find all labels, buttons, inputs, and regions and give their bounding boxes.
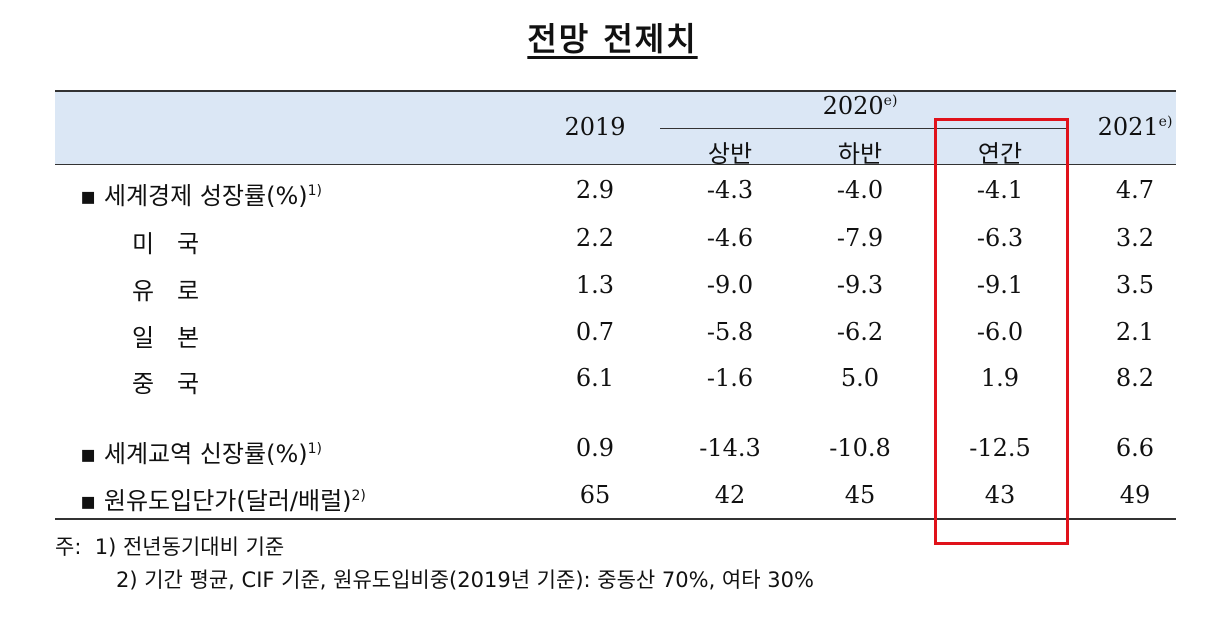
- table-cell: -4.3: [706, 176, 754, 204]
- footnote-2: 2) 기간 평균, CIF 기준, 원유도입비중(2019년 기준): 중동산 …: [116, 568, 814, 592]
- row-label-oil-price: ▪ 원유도입단가(달러/배럴)2): [80, 487, 366, 515]
- table-cell: 6.6: [1115, 434, 1155, 462]
- footnote-1: 주: 1) 전년동기대비 기준: [55, 535, 285, 559]
- table-cell: -6.3: [976, 224, 1024, 252]
- page-title: 전망 전제치: [527, 20, 698, 58]
- header-bottom-rule: [55, 164, 1176, 165]
- table-cell: 0.7: [575, 318, 615, 346]
- header-2021: 2021e): [1097, 113, 1173, 141]
- header-2020: 2020e): [822, 92, 898, 120]
- table-cell: -6.2: [836, 318, 884, 346]
- header-annual: 연간: [977, 140, 1023, 168]
- row-label-us: 미 국: [132, 230, 200, 258]
- header-first-half: 상반: [707, 140, 753, 168]
- table-cell: -1.6: [706, 364, 754, 392]
- table-cell: -7.9: [836, 224, 884, 252]
- header-second-half: 하반: [837, 140, 883, 168]
- table-cell: 3.5: [1115, 271, 1155, 299]
- row-label-world-growth: ▪ 세계경제 성장률(%)1): [80, 182, 322, 210]
- annual-column-highlight-box: [934, 118, 1069, 545]
- table-cell: 42: [714, 481, 746, 509]
- table-cell: 2.2: [575, 224, 615, 252]
- table-cell: 45: [844, 481, 876, 509]
- table-cell: 4.7: [1115, 176, 1155, 204]
- header-2019: 2019: [564, 113, 626, 141]
- row-label-china: 중 국: [132, 370, 200, 398]
- table-cell: 5.0: [840, 364, 880, 392]
- table-cell: 0.9: [575, 434, 615, 462]
- table-cell: -5.8: [706, 318, 754, 346]
- table-cell: 49: [1119, 481, 1151, 509]
- subheader-rule: [660, 128, 1068, 129]
- table-cell: 43: [984, 481, 1016, 509]
- table-cell: -4.0: [836, 176, 884, 204]
- table-cell: -4.6: [706, 224, 754, 252]
- table-cell: 1.3: [575, 271, 615, 299]
- table-cell: 2.9: [575, 176, 615, 204]
- table-cell: 2.1: [1115, 318, 1155, 346]
- table-cell: -9.1: [976, 271, 1024, 299]
- row-label-japan: 일 본: [132, 324, 200, 352]
- table-cell: 8.2: [1115, 364, 1155, 392]
- table-cell: -9.3: [836, 271, 884, 299]
- table-cell: 6.1: [575, 364, 615, 392]
- table-cell: 65: [579, 481, 611, 509]
- table-cell: -10.8: [829, 434, 891, 462]
- table-header-background: [55, 91, 1176, 164]
- table-bottom-rule: [55, 518, 1176, 520]
- table-cell: 3.2: [1115, 224, 1155, 252]
- row-label-euro: 유 로: [132, 277, 200, 305]
- row-label-world-trade: ▪ 세계교역 신장률(%)1): [80, 440, 322, 468]
- table-cell: -14.3: [699, 434, 761, 462]
- table-top-rule: [55, 90, 1176, 92]
- table-cell: -6.0: [976, 318, 1024, 346]
- table-cell: -9.0: [706, 271, 754, 299]
- table-cell: 1.9: [980, 364, 1020, 392]
- table-cell: -12.5: [969, 434, 1031, 462]
- table-cell: -4.1: [976, 176, 1024, 204]
